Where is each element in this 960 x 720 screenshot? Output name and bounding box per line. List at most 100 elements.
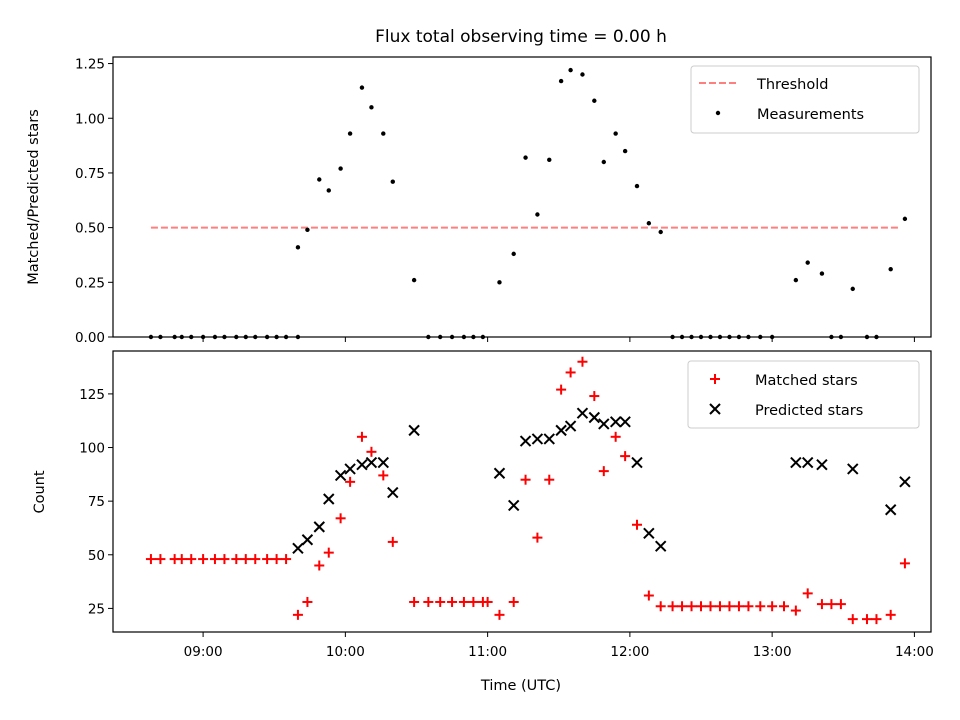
top-y-axis: 0.00 0.25 0.50 0.75 1.00 1.25 [75,57,113,346]
measurement-point [148,334,154,340]
matched-star-point [155,554,166,565]
matched-star-point [447,596,458,607]
measurement-point [283,334,289,340]
measurement-point [558,78,564,84]
predicted-star-point [631,456,643,469]
measurement-point [888,266,893,272]
measurement-point [622,148,628,154]
measurement-point [369,105,374,110]
matched-star-point [620,451,631,462]
matched-star-point [323,547,334,558]
top-legend: Threshold Measurements [690,65,920,134]
matched-star-point [231,554,242,565]
top-y-axis-label: Matched/Predicted stars [26,109,42,285]
predicted-star-point [643,527,655,540]
measurement-point [805,260,810,265]
matched-star-point [198,554,209,565]
measurement-point [200,334,206,340]
matched-star-point [589,391,600,402]
measurement-point [646,221,652,226]
predicted-star-point [323,493,335,505]
matched-star-point [209,554,220,565]
bottom-y-tick-label: 25 [88,601,105,617]
top-y-tick-label: 1.00 [75,111,105,127]
predicted-star-point [313,521,325,533]
matched-star-point [861,614,872,625]
matched-star-point [435,596,446,607]
matched-star-point [655,601,666,612]
x-tick-label: 10:00 [326,644,365,660]
measurement-point [535,212,540,217]
measurement-point [793,277,799,283]
measurement-point [426,334,431,340]
measurement-point [179,334,184,340]
predicted-star-point [334,469,347,482]
matched-star-point [423,596,434,607]
matched-star-point [378,470,389,481]
bottom-y-tick-label: 100 [79,441,105,457]
matched-star-point [767,601,778,612]
matched-star-point [835,599,846,610]
bottom-y-tick-label: 50 [88,548,105,564]
legend-predicted-label: Predicted stars [755,403,863,419]
predicted-star-point [543,433,555,445]
measurement-point [634,183,640,189]
measurement-point [829,334,834,340]
bottom-plot-area [145,356,911,625]
measurement-point [547,157,552,163]
matched-star-point [532,532,543,543]
matched-star-point [145,554,156,565]
matched-star-point [802,588,813,599]
top-y-tick-label: 0.25 [75,275,105,291]
legend-predicted-marker [709,403,721,415]
matched-star-point [610,431,621,442]
matched-star-point [458,596,469,607]
x-tick-label: 14:00 [895,644,934,660]
matched-star-point [826,599,837,610]
bottom-y-axis-label: Count [32,470,48,513]
measurement-point [449,334,455,340]
matched-star-point [176,554,187,565]
measurement-point [658,229,663,235]
top-plot-area [148,67,908,340]
measurement-point [874,334,879,340]
legend-measurements-label: Measurements [757,107,864,123]
measurement-point [461,334,467,340]
predicted-star-point [899,476,911,488]
measurement-point [359,85,365,90]
measurement-point [736,334,742,340]
measurement-point [295,334,301,340]
measurement-point [243,334,248,340]
measurement-point [689,334,694,340]
predicted-star-point [790,456,802,469]
measurement-point [523,155,528,160]
measurement-point [670,334,675,340]
matched-star-point [643,590,654,601]
measurement-point [708,334,713,340]
top-panel-frame [112,56,932,338]
matched-star-point [508,596,519,607]
measurement-point [850,286,855,292]
measurement-point [769,334,775,340]
measurement-point [613,131,618,136]
predicted-star-point [884,504,897,516]
predicted-star-point [408,424,420,437]
measurement-point [222,334,227,340]
measurement-point [497,280,502,285]
measurement-point [212,334,218,340]
matched-star-point [816,599,827,610]
x-tick-label: 13:00 [753,644,792,660]
measurement-point [864,334,870,340]
matched-star-point [314,560,325,571]
matched-star-point [714,601,725,612]
measurement-point [592,98,597,103]
matched-star-point [250,554,261,565]
predicted-star-point [802,456,814,469]
measurement-point [717,334,723,340]
predicted-star-point [816,458,828,471]
bottom-legend-frame [687,360,920,429]
predicted-star-point [519,435,532,447]
measurement-point [381,131,386,136]
bottom-x-axis: 09:00 10:00 11:00 12:00 13:00 14:00 [184,632,934,660]
